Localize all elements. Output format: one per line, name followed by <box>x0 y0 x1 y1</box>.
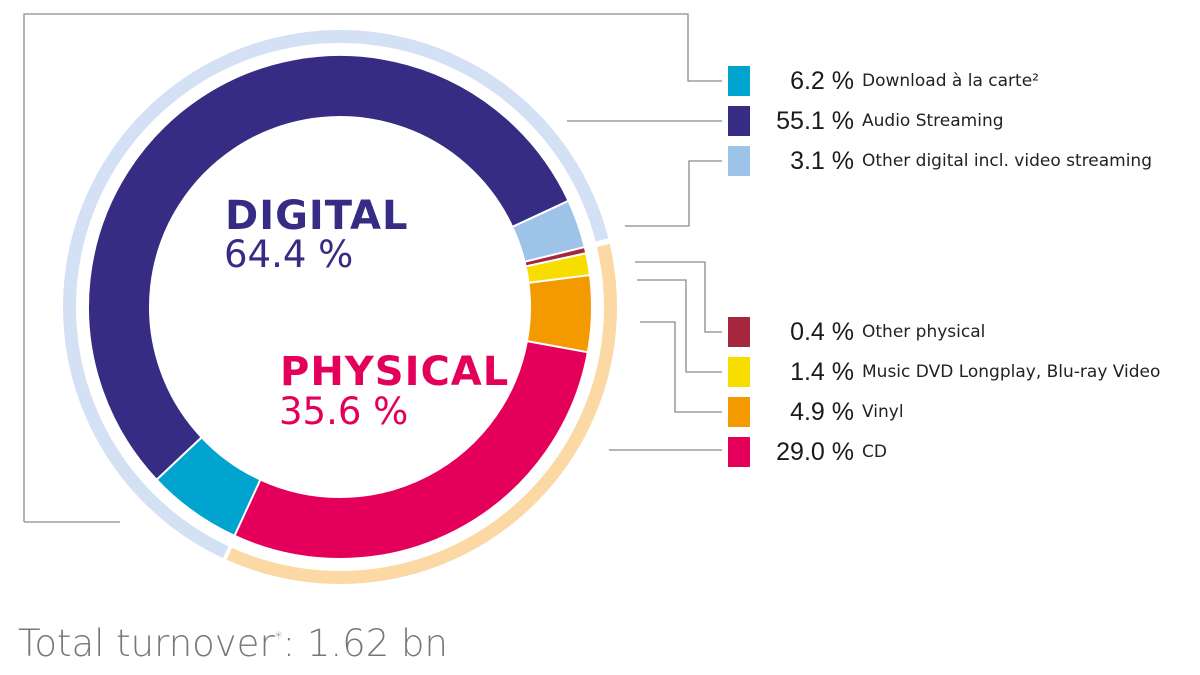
legend-label: Other digital incl. video streaming <box>862 151 1152 171</box>
legend-item-cd: 29.0 % CD <box>728 435 887 469</box>
other-digital-swatch-icon <box>728 146 750 176</box>
connector-other-digital <box>625 160 722 227</box>
segment-audio-streaming <box>87 54 570 482</box>
legend-pct: 0.4 % <box>790 317 854 346</box>
download-swatch-icon <box>728 66 750 96</box>
segment-vinyl <box>525 273 593 354</box>
legend-item-audio-streaming: 55.1 % Audio Streaming <box>728 104 1004 138</box>
legend-pct: 29.0 % <box>776 437 854 466</box>
digital-title: DIGITAL <box>225 193 409 239</box>
legend-item-music-dvd: 1.4 % Music DVD Longplay, Blu-ray Video <box>728 355 1160 389</box>
digital-value: 64.4 % <box>224 233 354 276</box>
physical-value: 35.6 % <box>279 390 409 433</box>
other-physical-swatch-icon <box>728 317 750 347</box>
total-value: : 1.62 bn <box>282 622 448 665</box>
connector-dvd <box>637 279 722 373</box>
physical-title: PHYSICAL <box>280 349 510 395</box>
connector-download <box>23 13 722 522</box>
footnote-marker: * <box>274 627 283 647</box>
legend-pct: 55.1 % <box>776 106 854 135</box>
segment-cd <box>233 340 590 560</box>
audio-streaming-swatch-icon <box>728 106 750 136</box>
legend-label: CD <box>862 442 887 462</box>
total-label: Total turnover <box>18 622 275 665</box>
total-turnover: Total turnover*: 1.62 bn <box>18 622 448 665</box>
legend-pct: 1.4 % <box>790 357 854 386</box>
legend-pct: 3.1 % <box>790 146 854 175</box>
legend-pct: 6.2 % <box>790 66 854 95</box>
connector-other-physical <box>635 261 722 333</box>
connector-lines <box>23 13 722 523</box>
legend-item-download: 6.2 % Download à la carte² <box>728 64 1039 98</box>
legend-label: Vinyl <box>862 402 904 422</box>
cd-swatch-icon <box>728 437 750 467</box>
music-dvd-swatch-icon <box>728 357 750 387</box>
legend-label: Other physical <box>862 322 986 342</box>
legend-label: Music DVD Longplay, Blu-ray Video <box>862 362 1161 382</box>
legend-item-vinyl: 4.9 % Vinyl <box>728 395 904 429</box>
connector-vinyl <box>640 321 722 413</box>
legend-label: Audio Streaming <box>862 111 1004 131</box>
legend-item-other-digital: 3.1 % Other digital incl. video streamin… <box>728 144 1152 178</box>
legend-item-other-physical: 0.4 % Other physical <box>728 315 985 349</box>
donut-segments <box>87 54 593 560</box>
vinyl-swatch-icon <box>728 397 750 427</box>
legend-pct: 4.9 % <box>790 397 854 426</box>
legend-label: Download à la carte² <box>862 71 1039 91</box>
